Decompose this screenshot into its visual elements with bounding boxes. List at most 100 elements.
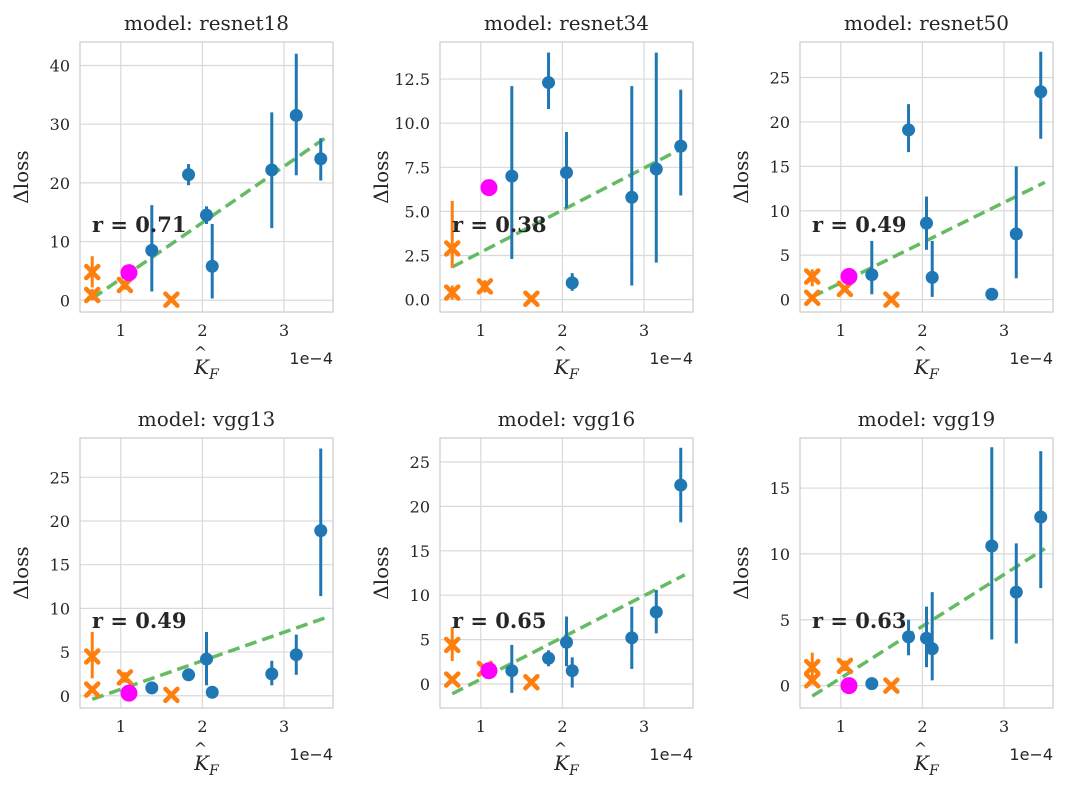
x-axis-label-hat: ^ (914, 343, 927, 362)
x-axis-label-hat: ^ (194, 739, 207, 758)
blue-point (902, 123, 916, 137)
blue-point (865, 677, 879, 691)
y-tick-label: 25 (770, 69, 790, 88)
blue-point (314, 152, 328, 166)
y-tick-label: 10 (410, 586, 430, 605)
y-tick-label: 15 (770, 157, 790, 176)
y-tick-label: 2.5 (405, 247, 430, 266)
fit-line (451, 145, 686, 269)
x-axis-label-main: K (193, 355, 210, 379)
correlation-label: r = 0.49 (92, 608, 186, 633)
x-tick-label: 3 (279, 717, 289, 736)
x-axis-label-hat: ^ (194, 343, 207, 362)
orange-x-stroke (443, 636, 461, 654)
blue-point (1034, 85, 1048, 99)
x-axis-label-sub: F (928, 763, 940, 779)
blue-point (865, 268, 879, 282)
x-axis-label-main: K (193, 751, 210, 775)
orange-x-marker (523, 673, 540, 691)
y-tick-label: 5 (780, 246, 790, 265)
orange-x-marker (476, 278, 494, 295)
x-tick-label: 1 (836, 321, 846, 340)
y-axis-label: Δloss (369, 546, 393, 599)
orange-x-marker (803, 658, 821, 676)
x-tick-label: 2 (917, 717, 927, 736)
blue-point (200, 652, 213, 666)
blue-point (649, 162, 663, 176)
x-axis-label-main: K (553, 355, 570, 379)
blue-point (265, 163, 279, 177)
blue-point (920, 216, 933, 230)
orange-x-marker (83, 681, 101, 698)
y-tick-label: 5 (60, 643, 70, 662)
y-tick-label: 5 (420, 631, 430, 650)
orange-x-marker (116, 669, 134, 686)
y-tick-label: 15 (410, 542, 430, 561)
x-tick-label: 2 (917, 321, 927, 340)
blue-point (145, 243, 159, 257)
blue-point (289, 108, 303, 122)
y-tick-label: 0 (780, 677, 790, 696)
orange-x-stroke (443, 284, 461, 301)
orange-x-stroke (83, 263, 101, 281)
y-tick-label: 20 (50, 512, 70, 531)
x-offset-label: 1e−4 (289, 745, 333, 764)
x-axis-label: KF (913, 751, 940, 779)
x-axis-label-hat: ^ (554, 343, 567, 362)
orange-x-marker (803, 268, 821, 285)
panel-5: 1 2 3 0 5 10 15 20 25 model: vgg16 1e−4 KF^ Δloss r =… (369, 407, 694, 779)
y-tick-label: 30 (50, 115, 70, 134)
y-axis-label: Δloss (9, 546, 33, 599)
y-tick-label: 0 (60, 291, 70, 310)
blue-point (289, 648, 303, 662)
orange-x-stroke (443, 671, 461, 688)
x-offset-label: 1e−4 (649, 349, 693, 368)
orange-x-stroke (523, 673, 540, 691)
blue-point (505, 664, 519, 678)
blue-point (560, 166, 573, 180)
orange-x-stroke (836, 657, 854, 675)
x-tick-label: 2 (197, 321, 207, 340)
blue-point (674, 139, 688, 153)
y-tick-label: 10 (770, 202, 790, 221)
orange-x-stroke (163, 686, 180, 704)
magenta-point (480, 179, 498, 197)
blue-point (985, 287, 999, 301)
x-offset-label: 1e−4 (1009, 745, 1053, 764)
y-tick-label: 10 (770, 545, 790, 564)
correlation-label: r = 0.63 (812, 608, 906, 633)
x-axis-label-main: K (553, 751, 570, 775)
x-axis-label-sub: F (568, 367, 580, 383)
orange-x-marker (163, 291, 180, 308)
magenta-point (840, 267, 858, 285)
y-tick-label: 25 (50, 468, 70, 487)
x-tick-label: 1 (116, 717, 126, 736)
blue-point (205, 259, 219, 273)
y-tick-label: 0 (420, 675, 430, 694)
orange-x-marker (803, 289, 821, 307)
x-tick-label: 3 (639, 717, 649, 736)
orange-x-marker (443, 636, 461, 654)
y-tick-label: 10 (50, 233, 70, 252)
x-tick-label: 1 (476, 321, 486, 340)
panel-3: 1 2 3 0 5 10 15 20 25 model: resnet50 1e−4 KF^ Δloss… (729, 11, 1054, 383)
orange-x-marker (83, 263, 101, 281)
x-tick-label: 3 (639, 321, 649, 340)
y-tick-label: 25 (410, 453, 430, 472)
correlation-label: r = 0.38 (452, 212, 546, 237)
panel-4: 1 2 3 0 5 10 15 20 25 model: vgg13 1e−4 KF^ Δloss r =… (9, 407, 334, 779)
blue-point (182, 168, 196, 182)
y-tick-label: 20 (770, 113, 790, 132)
plot-frame (799, 41, 1054, 313)
x-axis-label-hat: ^ (554, 739, 567, 758)
x-tick-label: 3 (999, 321, 1009, 340)
x-offset-label: 1e−4 (289, 349, 333, 368)
x-tick-label: 1 (116, 321, 126, 340)
blue-point (542, 651, 556, 665)
blue-point (565, 276, 579, 290)
x-axis-label-sub: F (928, 367, 940, 383)
blue-point (565, 664, 579, 678)
blue-point (649, 605, 663, 619)
